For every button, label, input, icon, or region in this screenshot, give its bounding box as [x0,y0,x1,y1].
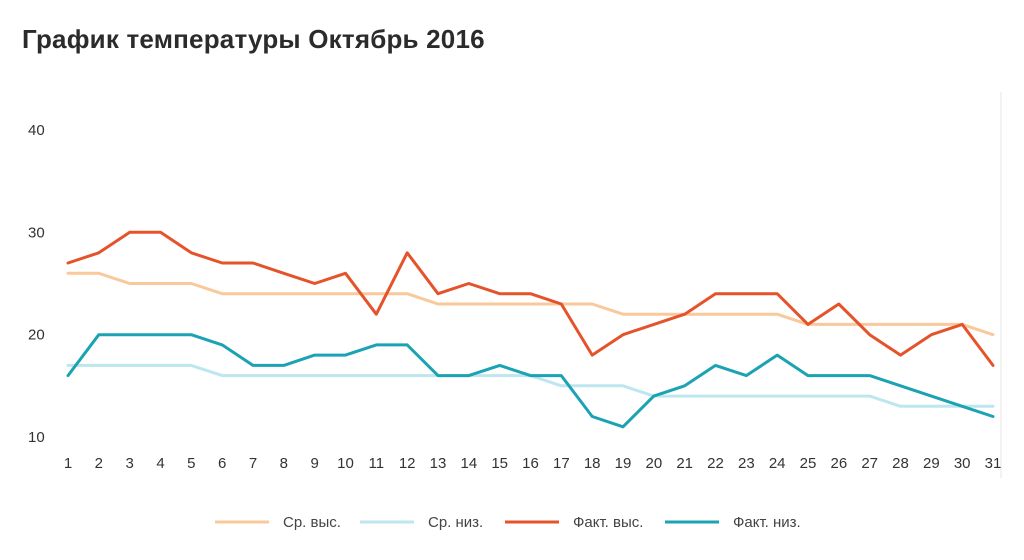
x-tick-label: 18 [584,455,601,472]
y-tick-label: 30 [28,224,45,241]
legend: Ср. выс. Ср. низ. Факт. выс. Факт. низ. [215,514,801,531]
chart-title: График температуры Октябрь 2016 [22,24,485,54]
x-tick-label: 24 [769,455,786,472]
series-line-ср-низ [66,363,995,408]
x-tick-label: 12 [399,455,416,472]
x-tick-label: 8 [280,455,288,472]
x-tick-label: 19 [615,455,632,472]
series-line-факт-выс [66,230,995,367]
x-tick-label: 30 [954,455,971,472]
x-tick-label: 25 [800,455,817,472]
legend-label: Факт. низ. [733,514,801,531]
series-line-факт-низ [66,333,995,429]
y-tick-label: 40 [28,122,45,139]
x-tick-label: 5 [187,455,195,472]
y-tick-label: 10 [28,429,45,446]
x-tick-label: 4 [156,455,164,472]
x-tick-label: 26 [830,455,847,472]
x-tick-label: 17 [553,455,570,472]
x-tick-label: 10 [337,455,354,472]
legend-label: Ср. выс. [283,514,341,531]
y-tick-label: 20 [28,327,45,344]
legend-label: Факт. выс. [573,514,643,531]
x-tick-label: 2 [95,455,103,472]
x-tick-label: 23 [738,455,755,472]
x-tick-label: 28 [892,455,909,472]
legend-label: Ср. низ. [428,514,483,531]
x-tick-label: 16 [522,455,539,472]
x-tick-label: 9 [310,455,318,472]
x-tick-label: 6 [218,455,226,472]
x-tick-label: 14 [460,455,477,472]
x-tick-label: 22 [707,455,724,472]
x-tick-label: 3 [125,455,133,472]
x-tick-label: 1 [64,455,72,472]
x-tick-label: 29 [923,455,940,472]
x-tick-label: 13 [430,455,447,472]
x-tick-label: 7 [249,455,257,472]
x-tick-label: 27 [861,455,878,472]
x-tick-label: 31 [985,455,1002,472]
x-tick-label: 11 [369,455,385,472]
x-tick-label: 15 [491,455,508,472]
series-line-ср-выс [66,271,995,337]
y-axis: 10 20 30 40 [28,122,45,446]
x-tick-label: 21 [676,455,693,472]
x-axis: 1 2 3 4 5 6 7 8 9 10 11 12 13 14 15 16 17 18 19 20 21 22 23 24 2… [64,455,1002,472]
series-lines [66,230,995,429]
x-tick-label: 20 [645,455,662,472]
